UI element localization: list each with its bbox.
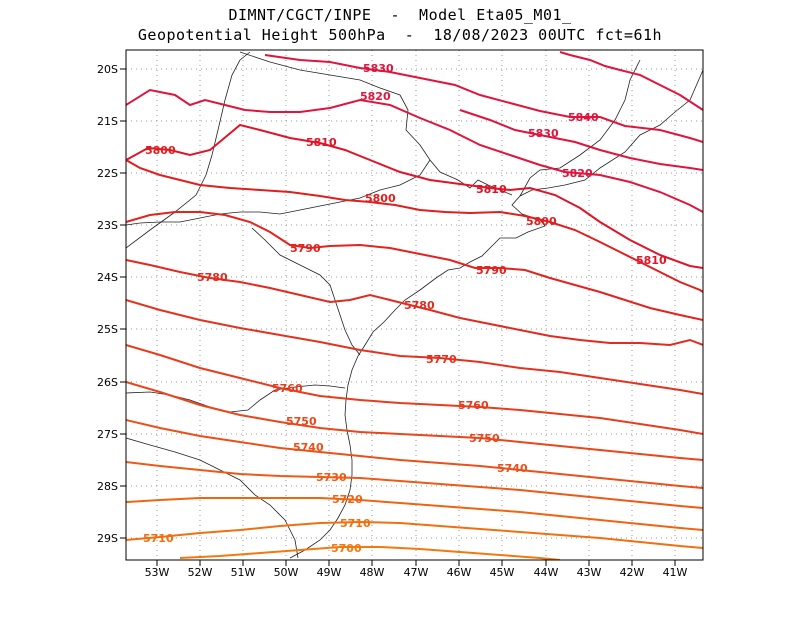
contour-5720: [126, 497, 703, 531]
contour-label-5810-c: 5810: [636, 254, 667, 267]
contour-label-5840: 5840: [568, 111, 599, 124]
lat-label: 27S: [97, 428, 118, 441]
contour-label-5800-a: 5800: [145, 144, 176, 157]
contour-5730: [126, 461, 703, 509]
contour-label-5750-b: 5750: [469, 432, 500, 445]
contour-label-5700: 5700: [331, 542, 362, 555]
contour-label-5810-b: 5810: [476, 183, 507, 196]
contour-label-5780-a: 5780: [197, 271, 228, 284]
lat-label: 28S: [97, 480, 118, 493]
contour-label-5790-a: 5790: [290, 242, 321, 255]
lat-label: 22S: [97, 167, 118, 180]
contour-5790: [126, 211, 703, 321]
lat-label: 26S: [97, 376, 118, 389]
contour-label-5780-b: 5780: [404, 299, 435, 312]
contour-5800: [126, 159, 703, 293]
contour-5780: [126, 259, 703, 347]
lon-label: 50W: [274, 566, 299, 579]
lat-label: 29S: [97, 532, 118, 545]
contour-5840: [559, 51, 703, 111]
contour-label-5800-c: 5800: [526, 215, 557, 228]
lon-label: 42W: [620, 566, 645, 579]
lon-label: 43W: [577, 566, 602, 579]
contour-label-5760-b: 5760: [458, 399, 489, 412]
contour-labels: 5840 5830 5830 5820 5820 5810 5810 5810 …: [143, 62, 667, 555]
lon-label: 49W: [317, 566, 342, 579]
lon-label: 46W: [447, 566, 472, 579]
contour-5700: [179, 546, 561, 560]
contour-5810: [126, 123, 703, 269]
contour-lines: [126, 51, 703, 560]
contour-5740: [126, 419, 703, 489]
lon-label: 52W: [188, 566, 213, 579]
contour-label-5820-b: 5820: [562, 167, 593, 180]
contour-label-5820-a: 5820: [360, 90, 391, 103]
contour-label-5760-a: 5760: [272, 382, 303, 395]
lon-label: 51W: [231, 566, 256, 579]
lat-label: 20S: [97, 63, 118, 76]
contour-label-5810-a: 5810: [306, 136, 337, 149]
contour-5750: [126, 381, 703, 461]
contour-label-5710-a: 5710: [143, 532, 174, 545]
contour-5760: [126, 344, 703, 435]
contour-label-5740-a: 5740: [293, 441, 324, 454]
lat-label: 24S: [97, 271, 118, 284]
lon-label: 45W: [490, 566, 515, 579]
contour-label-5710-b: 5710: [340, 517, 371, 530]
contour-label-5750-a: 5750: [286, 415, 317, 428]
contour-label-5720: 5720: [332, 493, 363, 506]
lat-label: 23S: [97, 219, 118, 232]
contour-5770: [126, 299, 703, 395]
contour-label-5770: 5770: [426, 353, 457, 366]
lon-label: 53W: [145, 566, 170, 579]
map-title: DIMNT/CGCT/INPE - Model Eta05_M01_: [228, 6, 572, 24]
lon-label: 48W: [360, 566, 385, 579]
contour-label-5830-a: 5830: [363, 62, 394, 75]
contour-5710: [126, 520, 703, 549]
contour-5830-a: [264, 54, 703, 143]
map-subtitle: Geopotential Height 500hPa - 18/08/2023 …: [137, 26, 663, 44]
lon-label: 47W: [404, 566, 429, 579]
lon-axis: 53W 52W 51W 50W 49W 48W 47W 46W 45W 44W …: [145, 560, 688, 579]
contour-label-5790-b: 5790: [476, 264, 507, 277]
contour-label-5830-b: 5830: [528, 127, 559, 140]
contour-5820: [126, 88, 703, 213]
contour-label-5740-b: 5740: [497, 462, 528, 475]
contour-label-5800-b: 5800: [365, 192, 396, 205]
lat-label: 25S: [97, 323, 118, 336]
contour-label-5730: 5730: [316, 471, 347, 484]
plot-frame: [125, 49, 704, 561]
lat-label: 21S: [97, 115, 118, 128]
contour-5830-b: [459, 109, 703, 171]
lon-label: 41W: [663, 566, 688, 579]
lon-label: 44W: [534, 566, 559, 579]
lat-axis: 20S 21S 22S 23S 24S 25S 26S 27S 28S 29S: [97, 63, 126, 545]
